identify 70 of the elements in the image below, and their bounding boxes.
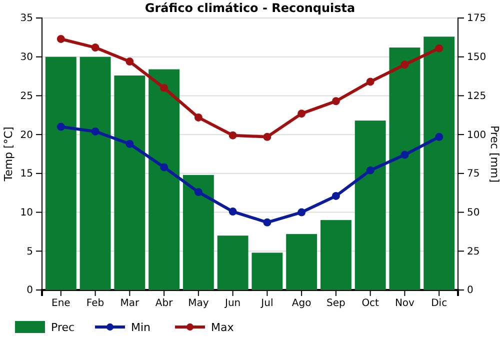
x-tick-label: Ene xyxy=(52,298,70,310)
y-axis-title: Temp [°C] xyxy=(2,126,15,182)
y2-tick-label: 175 xyxy=(467,13,486,24)
x-tick-label: Abr xyxy=(155,298,174,310)
point xyxy=(228,208,237,216)
y2-tick-label: 75 xyxy=(467,168,480,180)
legend-label: Prec xyxy=(51,321,75,334)
y2-tick-label: 50 xyxy=(467,207,480,218)
point xyxy=(263,132,272,141)
point xyxy=(194,113,202,122)
x-tick-label: Dic xyxy=(431,298,448,310)
point xyxy=(160,84,168,92)
bar xyxy=(217,236,248,290)
point xyxy=(194,188,202,196)
bar xyxy=(80,56,111,290)
point xyxy=(126,140,134,148)
bar xyxy=(45,56,76,290)
y2-tick-label: 25 xyxy=(467,246,480,258)
legend-label: Max xyxy=(211,321,234,334)
point xyxy=(435,132,444,141)
point xyxy=(400,60,409,69)
y2-tick-label: 0 xyxy=(467,285,474,296)
y-tick-label: 5 xyxy=(26,246,33,258)
y2-axis-title: Prec [mm] xyxy=(488,125,500,183)
y-tick-label: 25 xyxy=(20,90,33,102)
point xyxy=(263,218,272,226)
x-tick-label: May xyxy=(188,298,209,310)
x-tick-label: Nov xyxy=(394,298,415,310)
y2-tick-label: 150 xyxy=(467,52,486,64)
bar xyxy=(286,234,318,290)
point xyxy=(435,44,444,52)
y-tick-label: 35 xyxy=(20,13,33,24)
point xyxy=(56,35,65,43)
point xyxy=(91,127,100,136)
bar xyxy=(354,120,386,290)
point xyxy=(56,122,65,131)
bar xyxy=(320,220,352,290)
x-tick-label: Jun xyxy=(224,298,241,310)
point xyxy=(366,78,374,86)
x-tick-label: Sep xyxy=(326,298,346,310)
y-tick-label: 20 xyxy=(20,130,33,141)
point xyxy=(298,208,306,216)
bar xyxy=(114,76,146,290)
bar xyxy=(252,252,283,290)
y-tick-label: 10 xyxy=(20,207,33,218)
legend-label: Min xyxy=(131,321,151,334)
x-tick-label: Jul xyxy=(260,298,274,310)
bar xyxy=(424,36,455,290)
x-tick-label: Oct xyxy=(362,298,380,310)
y2-tick-label: 125 xyxy=(467,90,486,102)
x-tick-label: Ago xyxy=(292,298,312,310)
point xyxy=(332,97,340,106)
point xyxy=(91,44,100,52)
point xyxy=(298,110,306,118)
point xyxy=(366,166,374,174)
point xyxy=(126,58,134,66)
point xyxy=(400,150,409,159)
y-tick-label: 0 xyxy=(26,285,33,296)
point xyxy=(160,163,168,172)
point xyxy=(332,192,340,200)
x-tick-label: Mar xyxy=(120,298,140,310)
point xyxy=(228,131,237,140)
y2-tick-label: 100 xyxy=(467,130,486,141)
chart-title: Gráfico climático - Reconquista xyxy=(144,1,356,15)
x-tick-label: Feb xyxy=(86,298,104,310)
bar xyxy=(148,69,180,290)
bar xyxy=(389,48,420,290)
y-tick-label: 30 xyxy=(20,52,33,64)
bar xyxy=(182,174,214,290)
y-tick-label: 15 xyxy=(20,168,33,180)
